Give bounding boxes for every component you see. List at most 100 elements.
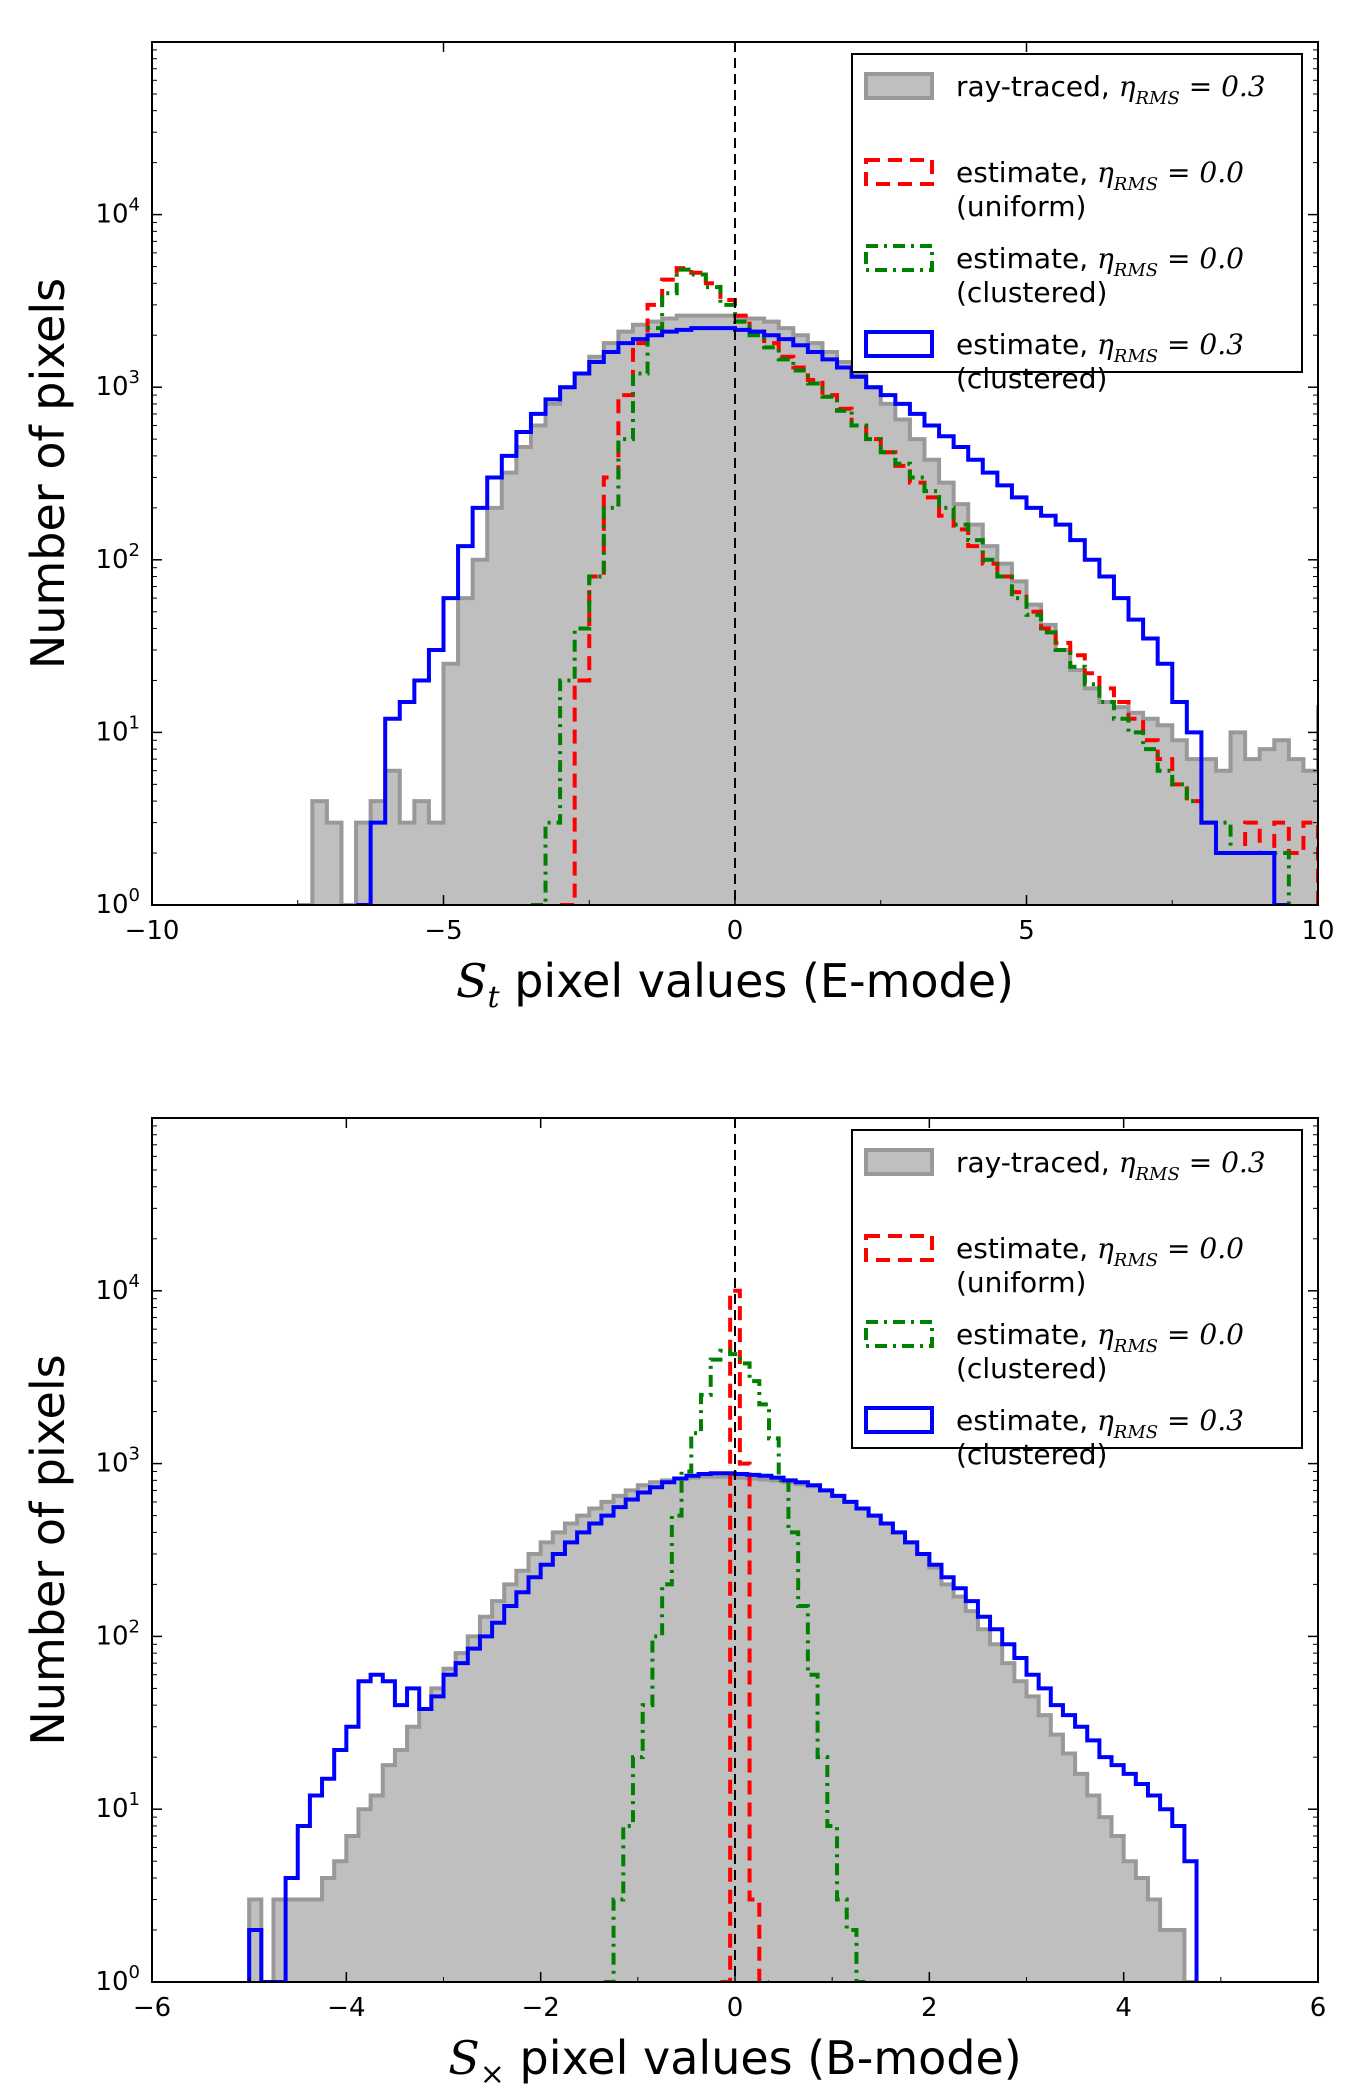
legend-sublabel-clustered: (clustered) <box>956 1352 1107 1385</box>
y-tick-exponent: 4 <box>129 195 140 216</box>
legend-eta: η <box>1097 328 1114 361</box>
legend-frame <box>851 53 1303 373</box>
y-tick-label: 103 <box>95 1444 140 1479</box>
y-tick-base: 10 <box>95 890 128 920</box>
series-line-uniform <box>720 1288 770 1982</box>
legend-label-prefix: ray-traced, <box>956 1146 1119 1179</box>
series-clustered_noise <box>356 326 1289 905</box>
x-tick-label: 2 <box>921 1993 938 2023</box>
legend-eta-subscript: RMS <box>1134 1164 1179 1185</box>
legend-sublabel-uniform: (uniform) <box>956 1266 1086 1299</box>
legend-sublabel-clustered_noise: (clustered) <box>956 362 1107 395</box>
y-tick-exponent: 1 <box>129 1789 140 1810</box>
x-tick-label: −10 <box>125 916 180 946</box>
legend-swatch-raytraced <box>864 1148 934 1176</box>
legend-eta-subscript: RMS <box>1113 174 1158 195</box>
legend-label-prefix: estimate, <box>956 328 1097 361</box>
x-tick-label: −4 <box>327 1993 365 2023</box>
legend-label-uniform: estimate, ηRMS = 0.0 <box>956 156 1244 195</box>
y-tick-base: 10 <box>95 1794 128 1824</box>
legend-label-uniform: estimate, ηRMS = 0.0 <box>956 1232 1244 1271</box>
y-tick-base: 10 <box>95 717 128 747</box>
y-tick-base: 10 <box>95 545 128 575</box>
x-tick-label: 4 <box>1115 1993 1132 2023</box>
legend-eta: η <box>1119 70 1136 103</box>
legend-swatch-uniform <box>864 1234 934 1262</box>
series-line-clustered_noise <box>247 1471 1199 1982</box>
legend-eta-subscript: RMS <box>1113 1422 1158 1443</box>
y-tick-base: 10 <box>95 1276 128 1306</box>
legend-sublabel-clustered_noise: (clustered) <box>956 1438 1107 1471</box>
y-tick-label: 101 <box>95 1789 140 1824</box>
legend-swatch-clustered <box>864 244 934 272</box>
legend-label-prefix: estimate, <box>956 242 1097 275</box>
legend-eta-subscript: RMS <box>1113 260 1158 281</box>
legend-label-clustered_noise: estimate, ηRMS = 0.3 <box>956 1404 1244 1443</box>
x-tick-label: −6 <box>133 1993 171 2023</box>
x-axis-space <box>500 954 515 1008</box>
x-tick-label: 0 <box>727 1993 744 2023</box>
legend-label-clustered: estimate, ηRMS = 0.0 <box>956 242 1244 281</box>
x-tick-label: 10 <box>1301 916 1334 946</box>
plot-area <box>247 1288 1199 1982</box>
legend-label-prefix: estimate, <box>956 1318 1097 1351</box>
x-tick-label: −2 <box>522 1993 560 2023</box>
series-line-clustered_noise <box>356 326 1289 905</box>
legend-eta: η <box>1097 1318 1114 1351</box>
legend-eta-value: = 0.0 <box>1158 1318 1244 1351</box>
legend-label-raytraced: ray-traced, ηRMS = 0.3 <box>956 70 1266 109</box>
series-line-raytraced <box>297 313 1318 905</box>
series-clustered_noise <box>247 1471 1199 1982</box>
series-fill-raytraced <box>297 315 1318 905</box>
x-tick-label: 6 <box>1310 1993 1327 2023</box>
legend-swatch-clustered <box>864 1320 934 1348</box>
series-line-clustered <box>603 1348 867 1982</box>
x-axis-subscript: t <box>488 980 501 1015</box>
x-axis-space <box>505 2031 520 2085</box>
legend-eta-subscript: RMS <box>1113 346 1158 367</box>
legend-frame <box>851 1129 1303 1449</box>
legend-eta: η <box>1097 1232 1114 1265</box>
y-tick-label: 102 <box>95 540 140 575</box>
series-raytraced <box>247 1474 1197 1982</box>
legend-eta: η <box>1097 242 1114 275</box>
x-axis-symbol: S <box>448 2031 480 2085</box>
legend-swatch-clustered_noise <box>864 330 934 358</box>
y-tick-exponent: 3 <box>129 1444 140 1465</box>
legend-label-prefix: estimate, <box>956 156 1097 189</box>
y-tick-exponent: 4 <box>129 1271 140 1292</box>
y-tick-exponent: 0 <box>129 885 140 906</box>
y-axis-label: Number of pixels <box>21 1354 75 1745</box>
legend-eta-value: = 0.0 <box>1158 1232 1244 1265</box>
legend-eta-value: = 0.3 <box>1180 70 1266 103</box>
legend-sublabel-clustered: (clustered) <box>956 276 1107 309</box>
y-tick-base: 10 <box>95 1449 128 1479</box>
y-tick-label: 101 <box>95 712 140 747</box>
series-fill-raytraced <box>249 1476 1197 1982</box>
y-tick-exponent: 1 <box>129 712 140 733</box>
series-clustered <box>603 1348 867 1982</box>
y-tick-base: 10 <box>95 1621 128 1651</box>
legend-label-prefix: estimate, <box>956 1404 1097 1437</box>
x-axis-label: S× pixel values (B-mode) <box>448 2031 1022 2092</box>
legend-eta-subscript: RMS <box>1134 88 1179 109</box>
legend-eta-subscript: RMS <box>1113 1336 1158 1357</box>
series-uniform <box>720 1288 770 1982</box>
y-tick-label: 104 <box>95 195 140 230</box>
legend-eta: η <box>1097 156 1114 189</box>
legend-label-clustered: estimate, ηRMS = 0.0 <box>956 1318 1244 1357</box>
legend-swatch-raytraced <box>864 72 934 100</box>
y-tick-exponent: 0 <box>129 1962 140 1983</box>
legend-label-raytraced: ray-traced, ηRMS = 0.3 <box>956 1146 1266 1185</box>
y-tick-exponent: 3 <box>129 367 140 388</box>
x-axis-label: St pixel values (E-mode) <box>456 954 1014 1015</box>
y-tick-exponent: 2 <box>129 540 140 561</box>
legend-label-clustered_noise: estimate, ηRMS = 0.3 <box>956 328 1244 367</box>
y-tick-base: 10 <box>95 1967 128 1997</box>
y-tick-base: 10 <box>95 200 128 230</box>
legend-eta-value: = 0.0 <box>1158 156 1244 189</box>
legend-eta-value: = 0.3 <box>1158 328 1244 361</box>
